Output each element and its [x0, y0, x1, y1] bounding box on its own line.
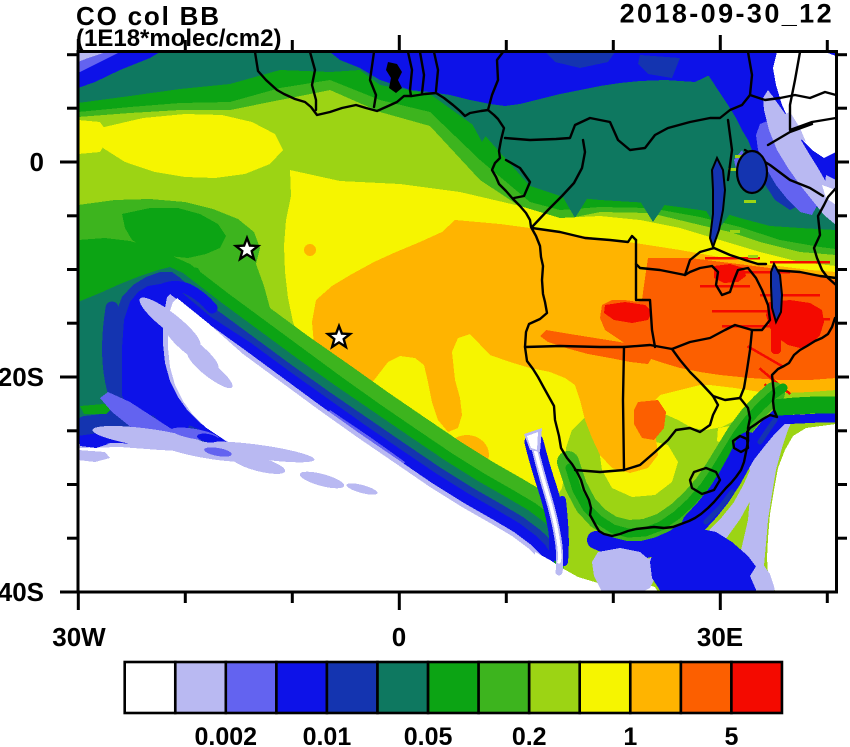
svg-text:40S: 40S: [0, 577, 44, 607]
svg-text:30W: 30W: [52, 622, 106, 652]
svg-text:CO col BB: CO col BB: [76, 1, 221, 31]
svg-text:30E: 30E: [697, 622, 743, 652]
svg-text:0: 0: [30, 147, 44, 177]
svg-text:(1E18*molec/cm2): (1E18*molec/cm2): [76, 25, 281, 52]
svg-text:0.2: 0.2: [512, 723, 547, 747]
svg-text:5: 5: [724, 723, 738, 747]
svg-text:20S: 20S: [0, 362, 44, 392]
svg-text:0.002: 0.002: [195, 723, 258, 747]
svg-text:0.05: 0.05: [404, 723, 453, 747]
svg-text:0: 0: [392, 622, 406, 652]
svg-text:1: 1: [623, 723, 637, 747]
svg-text:0.01: 0.01: [303, 723, 352, 747]
svg-text:2018-09-30_12: 2018-09-30_12: [620, 0, 834, 29]
